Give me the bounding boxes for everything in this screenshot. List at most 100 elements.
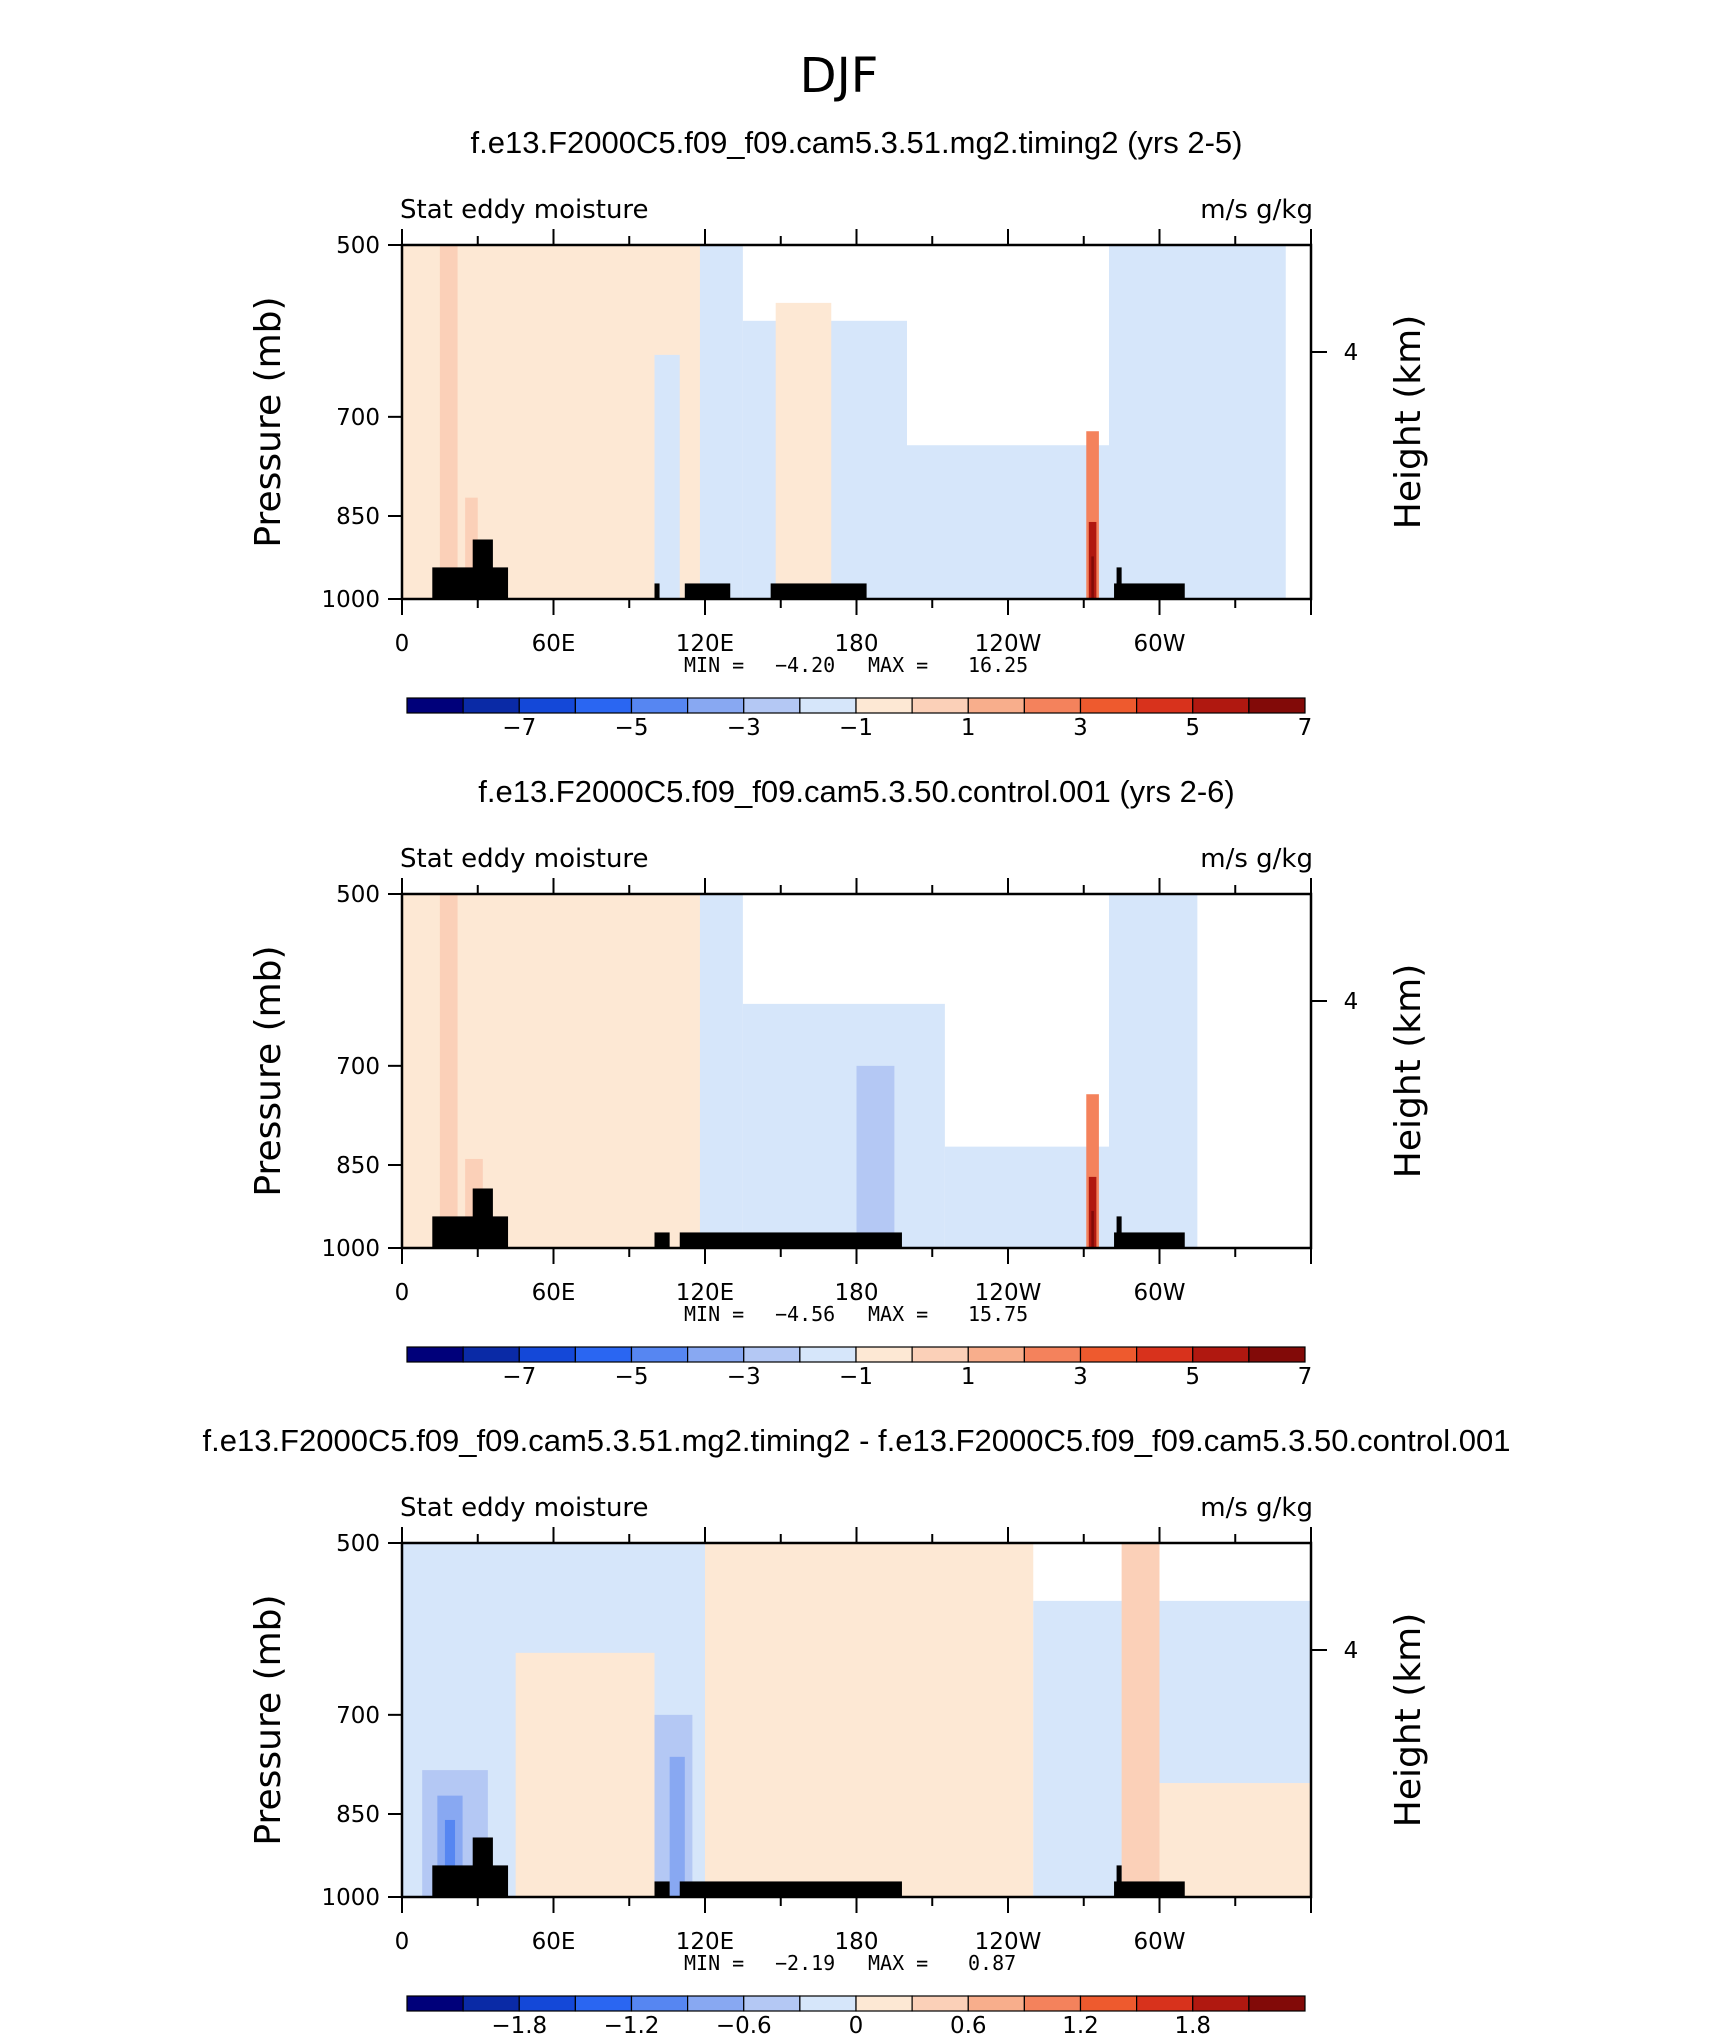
colorbar-box: [911, 697, 969, 714]
topography-block: [679, 1881, 902, 1897]
colorbar-label: 1.2: [1062, 2013, 1099, 2038]
colorbar-label: −3: [727, 715, 761, 741]
contour-field: [402, 894, 1198, 1248]
positive-contour-region: [1121, 1543, 1160, 1897]
colorbar-label: −1.2: [604, 2013, 660, 2038]
colorbar-box: [462, 697, 520, 714]
colorbar-box: [1079, 1995, 1138, 2012]
colorbar-box: [1136, 1995, 1194, 2012]
x-tick-label: 0: [395, 631, 410, 657]
max-label: MAX =: [868, 653, 928, 677]
colorbar-label: −3: [727, 1364, 761, 1390]
topography-block: [472, 539, 493, 599]
topography-block: [654, 1232, 670, 1248]
negative-contour-region: [444, 1819, 456, 1897]
colorbar-box: [1023, 1995, 1082, 2012]
right-label: m/s g/kg: [1200, 844, 1313, 874]
colorbar-box: [1192, 1346, 1250, 1363]
colorbar-box: [743, 1346, 801, 1363]
panel-1: f.e13.F2000C5.f09_f09.cam5.3.51.mg2.timi…: [248, 125, 1429, 741]
figure-title: DJF: [800, 48, 879, 104]
x-tick-label: 120W: [975, 1280, 1042, 1306]
left-label: Stat eddy moisture: [400, 844, 649, 874]
colorbar-label: 7: [1298, 1364, 1313, 1390]
colorbar-box: [574, 1346, 633, 1363]
topography-block: [654, 1881, 670, 1897]
max-value: 16.25: [968, 653, 1028, 677]
colorbar-label: 3: [1073, 715, 1088, 741]
y-axis-title: Pressure (mb): [248, 1594, 289, 1845]
y-tick-label: 700: [336, 1054, 380, 1080]
x-tick-label: 60E: [532, 631, 576, 657]
colorbar-box: [630, 697, 689, 714]
colorbar-label: 1: [961, 1364, 976, 1390]
min-label: MIN =: [684, 653, 744, 677]
positive-contour-region: [439, 894, 458, 1248]
x-tick-label: 180: [835, 631, 879, 657]
x-tick-label: 180: [835, 1280, 879, 1306]
positive-contour-region: [1091, 556, 1094, 599]
negative-contour-region: [1109, 894, 1198, 1248]
positive-contour-region: [705, 1543, 1034, 1897]
colorbar-label: −1: [839, 715, 873, 741]
colorbar-box: [967, 697, 1025, 714]
y-tick-label: 700: [336, 405, 380, 431]
topography-block: [432, 1216, 509, 1248]
colorbar-box: [743, 1995, 801, 2012]
colorbar-box: [855, 1346, 913, 1363]
colorbar-box: [1023, 697, 1082, 714]
negative-contour-region: [669, 1756, 685, 1897]
topography-block: [472, 1188, 493, 1248]
y-tick-label: 1000: [321, 1885, 380, 1911]
y2-tick-label: 4: [1344, 1638, 1359, 1664]
negative-contour-region: [1109, 245, 1286, 599]
contour-field: [402, 245, 1286, 599]
colorbar-label: 5: [1185, 715, 1200, 741]
topography-block: [684, 583, 731, 599]
positive-contour-region: [1159, 1783, 1311, 1897]
colorbar-box: [518, 697, 576, 714]
topography-block: [1114, 1232, 1185, 1248]
colorbar-box: [855, 697, 913, 714]
y-tick-label: 1000: [321, 587, 380, 613]
max-label: MAX =: [868, 1302, 928, 1326]
y-tick-label: 700: [336, 1703, 380, 1729]
x-tick-label: 120E: [676, 1929, 734, 1955]
colorbar-label: −7: [502, 715, 536, 741]
colorbar-box: [406, 1346, 464, 1363]
min-value: −4.20: [775, 653, 835, 677]
topography-block: [679, 1232, 902, 1248]
max-label: MAX =: [868, 1951, 928, 1975]
colorbar-box: [406, 697, 464, 714]
topography-block: [1114, 1881, 1185, 1897]
y-axis-title: Pressure (mb): [248, 296, 289, 547]
negative-contour-region: [907, 445, 1109, 599]
y-tick-label: 500: [336, 882, 380, 908]
y2-axis-title: Height (km): [1388, 964, 1429, 1178]
x-tick-label: 60W: [1133, 1280, 1185, 1306]
panel-3: f.e13.F2000C5.f09_f09.cam5.3.51.mg2.timi…: [203, 1423, 1511, 2039]
colorbar-box: [911, 1995, 969, 2012]
colorbar-label: −1.8: [491, 2013, 547, 2038]
y-tick-label: 850: [336, 1802, 380, 1828]
negative-contour-region: [699, 894, 743, 1248]
max-value: 15.75: [968, 1302, 1028, 1326]
x-tick-label: 180: [835, 1929, 879, 1955]
colorbar-box: [1079, 1346, 1138, 1363]
colorbar-box: [743, 697, 801, 714]
positive-contour-region: [439, 245, 458, 599]
y2-axis-title: Height (km): [1388, 315, 1429, 529]
x-tick-label: 60W: [1133, 1929, 1185, 1955]
topography-block: [432, 567, 509, 599]
x-tick-label: 60E: [532, 1280, 576, 1306]
y2-tick-label: 4: [1344, 989, 1359, 1015]
colorbar-box: [687, 1346, 745, 1363]
colorbar-box: [687, 1995, 745, 2012]
colorbar-box: [1136, 1346, 1194, 1363]
colorbar-box: [406, 1995, 464, 2012]
colorbar-box: [1192, 697, 1250, 714]
colorbar-label: 0: [849, 2013, 864, 2038]
topography-block: [770, 583, 867, 599]
colorbar-box: [518, 1995, 576, 2012]
colorbar-box: [1248, 697, 1306, 714]
